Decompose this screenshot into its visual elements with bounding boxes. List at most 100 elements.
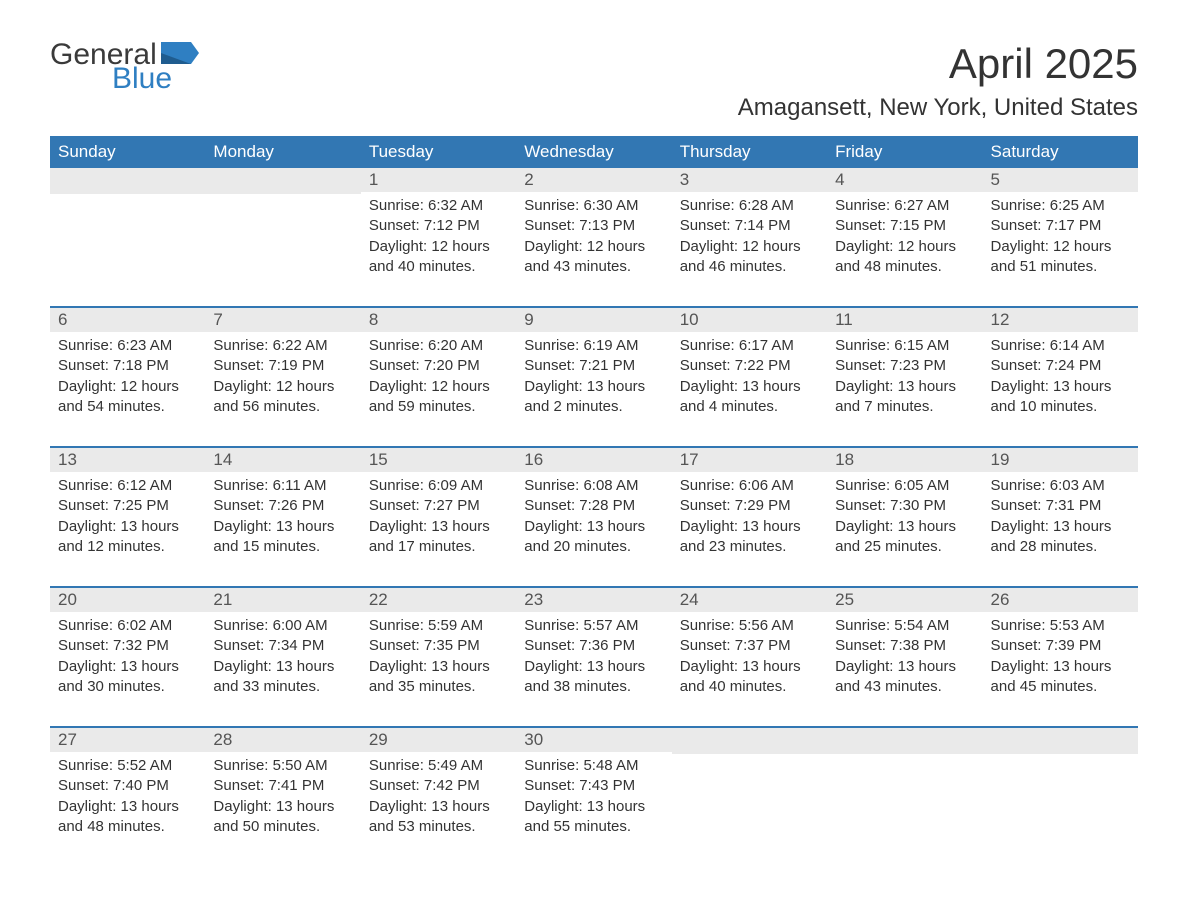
day-body: Sunrise: 5:56 AMSunset: 7:37 PMDaylight:… [672,612,827,705]
day-body: Sunrise: 5:48 AMSunset: 7:43 PMDaylight:… [516,752,671,845]
day-number: 23 [516,588,671,612]
sunrise: Sunrise: 5:49 AM [369,756,508,776]
day-number: 1 [361,168,516,192]
daylight: Daylight: 12 hours and 59 minutes. [369,377,508,418]
sunset: Sunset: 7:31 PM [991,496,1130,516]
daylight: Daylight: 13 hours and 35 minutes. [369,657,508,698]
day-number: 26 [983,588,1138,612]
day-cell: 20Sunrise: 6:02 AMSunset: 7:32 PMDayligh… [50,588,205,708]
week-row: 13Sunrise: 6:12 AMSunset: 7:25 PMDayligh… [50,446,1138,568]
sunset: Sunset: 7:18 PM [58,356,197,376]
sunrise: Sunrise: 6:00 AM [213,616,352,636]
daylight: Daylight: 13 hours and 23 minutes. [680,517,819,558]
day-body: Sunrise: 6:28 AMSunset: 7:14 PMDaylight:… [672,192,827,285]
day-cell: 26Sunrise: 5:53 AMSunset: 7:39 PMDayligh… [983,588,1138,708]
day-number: 12 [983,308,1138,332]
day-body: Sunrise: 6:19 AMSunset: 7:21 PMDaylight:… [516,332,671,425]
empty-day [205,168,360,194]
day-cell [205,168,360,288]
day-cell: 4Sunrise: 6:27 AMSunset: 7:15 PMDaylight… [827,168,982,288]
day-number: 19 [983,448,1138,472]
day-cell: 14Sunrise: 6:11 AMSunset: 7:26 PMDayligh… [205,448,360,568]
daylight: Daylight: 13 hours and 12 minutes. [58,517,197,558]
sunset: Sunset: 7:13 PM [524,216,663,236]
day-header: Monday [205,136,360,168]
sunrise: Sunrise: 6:32 AM [369,196,508,216]
day-cell [50,168,205,288]
day-body: Sunrise: 6:17 AMSunset: 7:22 PMDaylight:… [672,332,827,425]
daylight: Daylight: 13 hours and 10 minutes. [991,377,1130,418]
sunrise: Sunrise: 6:15 AM [835,336,974,356]
day-header: Tuesday [361,136,516,168]
day-cell: 13Sunrise: 6:12 AMSunset: 7:25 PMDayligh… [50,448,205,568]
sunrise: Sunrise: 6:12 AM [58,476,197,496]
sunset: Sunset: 7:25 PM [58,496,197,516]
title-block: April 2025 Amagansett, New York, United … [738,40,1138,122]
week-row: 20Sunrise: 6:02 AMSunset: 7:32 PMDayligh… [50,586,1138,708]
daylight: Daylight: 13 hours and 25 minutes. [835,517,974,558]
day-cell: 22Sunrise: 5:59 AMSunset: 7:35 PMDayligh… [361,588,516,708]
day-header: Saturday [983,136,1138,168]
page-header: General Blue April 2025 Amagansett, New … [50,40,1138,122]
day-cell [672,728,827,848]
day-number: 3 [672,168,827,192]
daylight: Daylight: 12 hours and 54 minutes. [58,377,197,418]
day-body: Sunrise: 6:25 AMSunset: 7:17 PMDaylight:… [983,192,1138,285]
week-row: 6Sunrise: 6:23 AMSunset: 7:18 PMDaylight… [50,306,1138,428]
day-cell: 7Sunrise: 6:22 AMSunset: 7:19 PMDaylight… [205,308,360,428]
daylight: Daylight: 13 hours and 43 minutes. [835,657,974,698]
daylight: Daylight: 12 hours and 46 minutes. [680,237,819,278]
daylight: Daylight: 12 hours and 43 minutes. [524,237,663,278]
day-cell [983,728,1138,848]
day-body: Sunrise: 5:54 AMSunset: 7:38 PMDaylight:… [827,612,982,705]
day-body: Sunrise: 6:32 AMSunset: 7:12 PMDaylight:… [361,192,516,285]
day-cell: 12Sunrise: 6:14 AMSunset: 7:24 PMDayligh… [983,308,1138,428]
daylight: Daylight: 13 hours and 53 minutes. [369,797,508,838]
day-body: Sunrise: 6:02 AMSunset: 7:32 PMDaylight:… [50,612,205,705]
sunset: Sunset: 7:41 PM [213,776,352,796]
day-number: 11 [827,308,982,332]
day-cell: 17Sunrise: 6:06 AMSunset: 7:29 PMDayligh… [672,448,827,568]
day-body: Sunrise: 6:20 AMSunset: 7:20 PMDaylight:… [361,332,516,425]
sunset: Sunset: 7:19 PM [213,356,352,376]
daylight: Daylight: 13 hours and 20 minutes. [524,517,663,558]
sunrise: Sunrise: 6:03 AM [991,476,1130,496]
daylight: Daylight: 13 hours and 15 minutes. [213,517,352,558]
sunrise: Sunrise: 6:08 AM [524,476,663,496]
daylight: Daylight: 12 hours and 56 minutes. [213,377,352,418]
day-cell: 3Sunrise: 6:28 AMSunset: 7:14 PMDaylight… [672,168,827,288]
sunset: Sunset: 7:36 PM [524,636,663,656]
sunrise: Sunrise: 5:52 AM [58,756,197,776]
day-cell: 28Sunrise: 5:50 AMSunset: 7:41 PMDayligh… [205,728,360,848]
daylight: Daylight: 12 hours and 51 minutes. [991,237,1130,278]
day-number: 28 [205,728,360,752]
day-number: 27 [50,728,205,752]
day-number: 18 [827,448,982,472]
day-cell: 10Sunrise: 6:17 AMSunset: 7:22 PMDayligh… [672,308,827,428]
logo: General Blue [50,40,199,94]
sunset: Sunset: 7:38 PM [835,636,974,656]
day-number: 6 [50,308,205,332]
sunset: Sunset: 7:21 PM [524,356,663,376]
day-cell: 23Sunrise: 5:57 AMSunset: 7:36 PMDayligh… [516,588,671,708]
sunrise: Sunrise: 5:54 AM [835,616,974,636]
week-row: 1Sunrise: 6:32 AMSunset: 7:12 PMDaylight… [50,168,1138,288]
day-cell: 1Sunrise: 6:32 AMSunset: 7:12 PMDaylight… [361,168,516,288]
daylight: Daylight: 13 hours and 55 minutes. [524,797,663,838]
sunrise: Sunrise: 6:14 AM [991,336,1130,356]
day-body: Sunrise: 5:57 AMSunset: 7:36 PMDaylight:… [516,612,671,705]
sunrise: Sunrise: 5:57 AM [524,616,663,636]
sunrise: Sunrise: 6:19 AM [524,336,663,356]
sunset: Sunset: 7:20 PM [369,356,508,376]
day-body: Sunrise: 6:09 AMSunset: 7:27 PMDaylight:… [361,472,516,565]
day-cell: 9Sunrise: 6:19 AMSunset: 7:21 PMDaylight… [516,308,671,428]
day-number: 2 [516,168,671,192]
day-cell: 18Sunrise: 6:05 AMSunset: 7:30 PMDayligh… [827,448,982,568]
day-body: Sunrise: 6:00 AMSunset: 7:34 PMDaylight:… [205,612,360,705]
sunset: Sunset: 7:14 PM [680,216,819,236]
day-body: Sunrise: 6:15 AMSunset: 7:23 PMDaylight:… [827,332,982,425]
empty-day [672,728,827,754]
day-body: Sunrise: 5:53 AMSunset: 7:39 PMDaylight:… [983,612,1138,705]
day-number: 29 [361,728,516,752]
daylight: Daylight: 13 hours and 50 minutes. [213,797,352,838]
